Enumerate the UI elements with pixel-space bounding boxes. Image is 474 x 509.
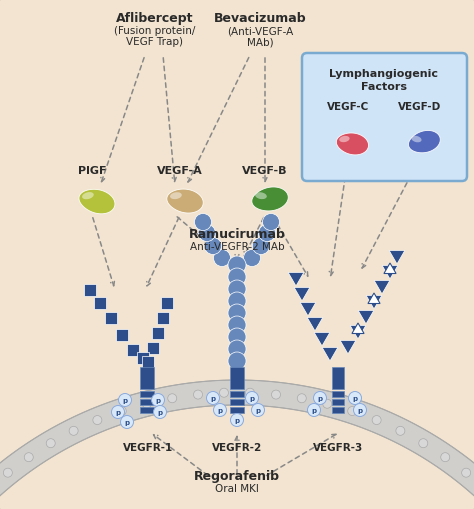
Text: Lymphangiogenic: Lymphangiogenic [329,69,438,79]
Circle shape [142,399,151,408]
Polygon shape [252,187,288,211]
Circle shape [117,407,126,415]
Circle shape [118,393,131,407]
Circle shape [228,304,246,322]
Circle shape [219,388,228,397]
Circle shape [246,391,258,405]
Circle shape [228,256,246,274]
Circle shape [213,249,230,267]
Bar [140,391,154,397]
Text: Regorafenib: Regorafenib [194,470,280,483]
Circle shape [323,399,332,408]
Circle shape [168,394,177,403]
Bar [332,407,344,413]
Polygon shape [167,189,203,213]
Circle shape [228,292,246,310]
Text: MAb): MAb) [246,37,273,47]
Text: VEGFR-1: VEGFR-1 [123,443,173,453]
Text: p: p [353,395,357,402]
Circle shape [154,406,166,418]
Bar [332,367,344,389]
Circle shape [93,415,102,425]
Bar [230,399,244,405]
Polygon shape [79,189,115,214]
Text: VEGF-C: VEGF-C [327,102,369,112]
Circle shape [246,388,255,397]
Circle shape [152,393,164,407]
Circle shape [111,406,125,418]
Bar [230,367,244,389]
Circle shape [193,390,202,399]
Circle shape [228,316,246,334]
Text: VEGF Trap): VEGF Trap) [127,37,183,47]
Ellipse shape [82,192,94,199]
Circle shape [348,407,357,415]
Circle shape [69,427,78,435]
Circle shape [354,404,366,416]
Text: p: p [155,398,161,404]
Bar [332,391,344,397]
Text: p: p [218,408,223,413]
Circle shape [297,394,306,403]
Text: Ramucirumab: Ramucirumab [189,228,285,241]
Text: p: p [210,395,216,402]
Circle shape [228,328,246,346]
Ellipse shape [255,192,267,199]
Text: PlGF: PlGF [78,166,106,176]
Circle shape [194,213,211,231]
Circle shape [199,224,216,241]
FancyBboxPatch shape [302,53,467,181]
Circle shape [252,404,264,416]
Text: (Anti-VEGF-A: (Anti-VEGF-A [227,26,293,36]
Text: p: p [311,408,317,413]
Text: Aflibercept: Aflibercept [116,12,194,25]
Bar [332,399,344,405]
Text: VEGFR-2: VEGFR-2 [212,443,262,453]
Text: p: p [318,395,323,402]
Text: p: p [122,398,128,404]
Polygon shape [0,380,474,509]
Text: p: p [357,408,363,413]
Polygon shape [337,133,368,155]
Circle shape [372,415,381,425]
Circle shape [120,415,134,429]
Circle shape [204,238,221,254]
Circle shape [207,391,219,405]
Circle shape [419,439,428,448]
Bar [230,391,244,397]
Circle shape [3,468,12,477]
Text: VEGFR-3: VEGFR-3 [313,443,363,453]
Text: Factors: Factors [361,82,407,92]
Text: p: p [125,419,129,426]
Text: Anti-VEGFR-2 MAb: Anti-VEGFR-2 MAb [190,242,284,252]
Text: Bevacizumab: Bevacizumab [214,12,306,25]
Text: Oral MKI: Oral MKI [215,484,259,494]
Circle shape [213,404,227,416]
Text: p: p [249,395,255,402]
Bar [140,399,154,405]
Circle shape [308,404,320,416]
Text: VEGF-B: VEGF-B [242,166,288,176]
Ellipse shape [339,136,350,142]
Ellipse shape [170,192,182,199]
Circle shape [258,224,275,241]
Text: (Fusion protein/: (Fusion protein/ [114,26,196,36]
Bar [140,407,154,413]
Text: p: p [235,417,239,423]
Circle shape [348,391,362,405]
Circle shape [272,390,281,399]
Circle shape [230,413,244,427]
Circle shape [228,280,246,298]
Bar [140,367,154,389]
Text: VEGF-A: VEGF-A [157,166,203,176]
Circle shape [313,391,327,405]
Circle shape [396,427,405,435]
Circle shape [228,268,246,286]
Circle shape [441,453,450,462]
Text: p: p [255,408,261,413]
Circle shape [263,213,280,231]
Circle shape [228,352,246,370]
Bar [230,407,244,413]
Circle shape [24,453,33,462]
